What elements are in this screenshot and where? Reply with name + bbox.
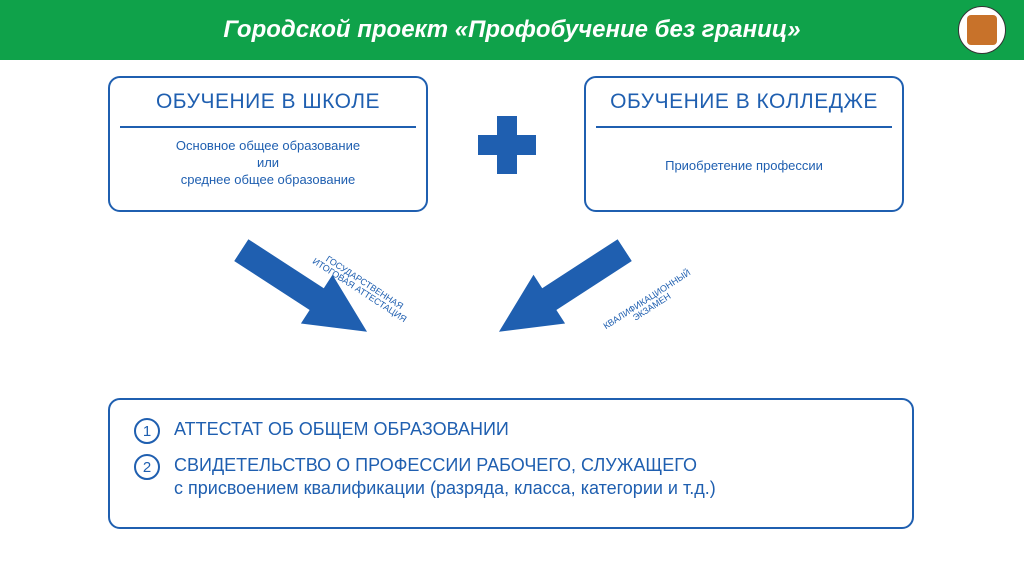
college-box-subtitle: Приобретение профессии [586,158,902,175]
number-badge-2: 2 [134,454,160,480]
page-title: Городской проект «Профобучение без грани… [0,16,1024,44]
text-line: Основное общее образование [176,138,360,153]
text-line: среднее общее образование [181,172,356,187]
header-bar: Городской проект «Профобучение без грани… [0,0,1024,60]
text-line: СВИДЕТЕЛЬСТВО О ПРОФЕССИИ РАБОЧЕГО, СЛУЖ… [174,455,697,475]
plus-svg [478,116,536,174]
diagram-area: ОБУЧЕНИЕ В ШКОЛЕ Основное общее образова… [108,66,914,562]
text-line: Приобретение профессии [665,158,823,173]
school-box-title: ОБУЧЕНИЕ В ШКОЛЕ [110,90,426,114]
school-box-subtitle: Основное общее образование или среднее о… [110,138,426,189]
school-education-box: ОБУЧЕНИЕ В ШКОЛЕ Основное общее образова… [108,76,428,212]
text-line: или [257,155,279,170]
result-item-2: 2 СВИДЕТЕЛЬСТВО О ПРОФЕССИИ РАБОЧЕГО, СЛ… [134,454,888,499]
result-text-2: СВИДЕТЕЛЬСТВО О ПРОФЕССИИ РАБОЧЕГО, СЛУЖ… [174,454,716,499]
college-education-box: ОБУЧЕНИЕ В КОЛЛЕДЖЕ Приобретение професс… [584,76,904,212]
school-logo [958,6,1006,54]
text-line: с присвоением квалификации (разряда, кла… [174,478,716,498]
result-text-1: АТТЕСТАТ ОБ ОБЩЕМ ОБРАЗОВАНИИ [174,418,509,441]
slide-page: Городской проект «Профобучение без грани… [0,0,1024,574]
number-badge-1: 1 [134,418,160,444]
logo-icon [967,15,997,45]
result-box: 1 АТТЕСТАТ ОБ ОБЩЕМ ОБРАЗОВАНИИ 2 СВИДЕТ… [108,398,914,529]
college-box-title: ОБУЧЕНИЕ В КОЛЛЕДЖЕ [586,90,902,114]
plus-icon [478,116,536,179]
result-item-1: 1 АТТЕСТАТ ОБ ОБЩЕМ ОБРАЗОВАНИИ [134,418,888,444]
